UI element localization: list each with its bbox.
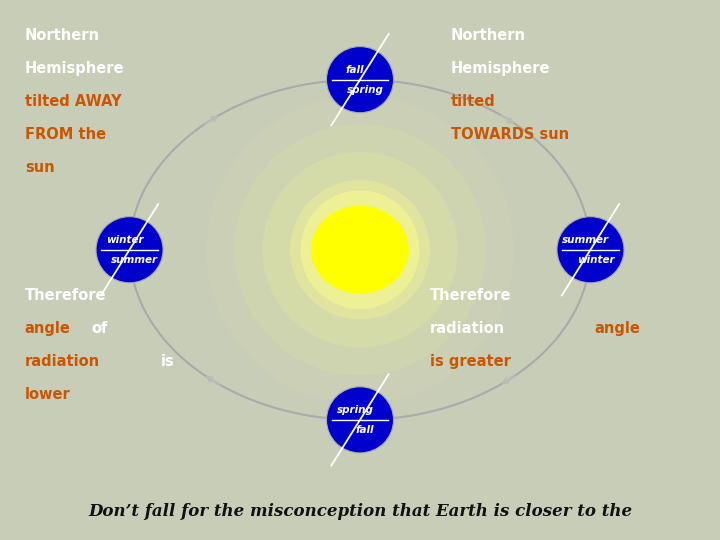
Text: lower: lower bbox=[24, 387, 71, 402]
Text: sun: sun bbox=[24, 160, 55, 175]
Text: TOWARDS sun: TOWARDS sun bbox=[451, 127, 569, 142]
Text: fall: fall bbox=[346, 65, 364, 75]
Text: Northern: Northern bbox=[451, 28, 526, 43]
Ellipse shape bbox=[557, 217, 624, 283]
Text: tilted: tilted bbox=[451, 94, 495, 109]
Ellipse shape bbox=[96, 217, 163, 283]
Ellipse shape bbox=[326, 46, 394, 113]
Text: fall: fall bbox=[356, 425, 374, 435]
Text: spring: spring bbox=[346, 85, 384, 94]
Ellipse shape bbox=[262, 152, 458, 348]
Text: FROM the: FROM the bbox=[24, 127, 106, 142]
Text: angle: angle bbox=[594, 321, 640, 336]
Text: tilted AWAY: tilted AWAY bbox=[24, 94, 122, 109]
Text: Hemisphere: Hemisphere bbox=[24, 60, 125, 76]
Ellipse shape bbox=[326, 387, 394, 453]
Text: is: is bbox=[161, 354, 175, 369]
Text: Don’t fall for the misconception that Earth is closer to the: Don’t fall for the misconception that Ea… bbox=[88, 503, 632, 521]
Ellipse shape bbox=[301, 191, 419, 309]
Text: spring: spring bbox=[336, 405, 374, 415]
Text: of: of bbox=[91, 321, 107, 336]
Text: winter: winter bbox=[577, 255, 614, 265]
Text: radiation: radiation bbox=[430, 321, 505, 336]
Text: radiation: radiation bbox=[24, 354, 100, 369]
Text: Hemisphere: Hemisphere bbox=[451, 60, 550, 76]
Ellipse shape bbox=[290, 180, 430, 320]
Ellipse shape bbox=[234, 124, 486, 375]
Text: summer: summer bbox=[562, 235, 609, 245]
Text: winter: winter bbox=[106, 235, 143, 245]
Ellipse shape bbox=[311, 206, 409, 294]
Text: Northern: Northern bbox=[24, 28, 100, 43]
Text: Therefore: Therefore bbox=[24, 287, 107, 302]
Text: Therefore: Therefore bbox=[430, 287, 511, 302]
Text: angle: angle bbox=[24, 321, 71, 336]
Ellipse shape bbox=[207, 96, 513, 403]
Text: is greater: is greater bbox=[430, 354, 510, 369]
Text: summer: summer bbox=[111, 255, 158, 265]
